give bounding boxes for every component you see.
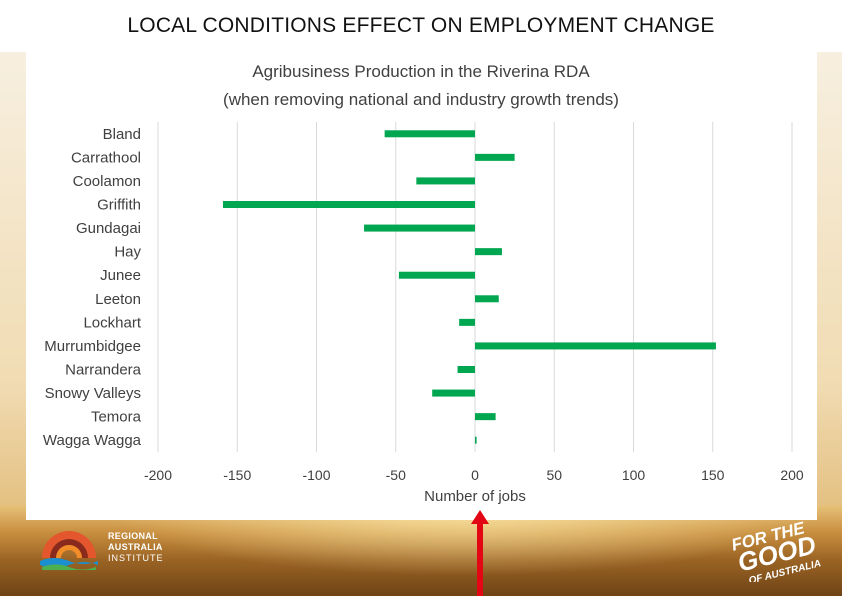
category-label: Junee bbox=[100, 267, 141, 284]
category-label: Narrandera bbox=[65, 362, 142, 379]
bar-griffith bbox=[222, 201, 475, 208]
bar-lockhart bbox=[459, 318, 475, 326]
regional-australia-institute-logo bbox=[40, 531, 98, 570]
x-tick-label: -150 bbox=[223, 467, 251, 483]
bar-coolamon bbox=[416, 177, 475, 185]
bar-junee bbox=[398, 271, 475, 279]
x-tick-label: 0 bbox=[471, 467, 479, 483]
x-tick-label: 50 bbox=[546, 467, 562, 483]
bar-gundagai bbox=[364, 224, 475, 232]
category-label: Carrathool bbox=[71, 149, 141, 166]
chart-title-line2: (when removing national and industry gro… bbox=[223, 90, 619, 109]
category-label: Snowy Valleys bbox=[45, 385, 141, 402]
bar-murrumbidgee bbox=[475, 342, 716, 350]
red-pointer-arrow bbox=[471, 510, 489, 596]
bar-narrandera bbox=[457, 366, 475, 373]
gridlines bbox=[157, 122, 793, 452]
rai-wordmark: REGIONAL AUSTRALIA INSTITUTE bbox=[108, 531, 164, 564]
category-label: Leeton bbox=[95, 291, 141, 308]
bar-carrathool bbox=[475, 153, 515, 161]
bar-leeton bbox=[475, 295, 499, 303]
x-tick-label: -100 bbox=[302, 467, 330, 483]
x-tick-labels: -200 -150 -100 -50 0 50 100 150 200 bbox=[144, 467, 804, 483]
category-label: Wagga Wagga bbox=[43, 432, 142, 449]
x-tick-label: -50 bbox=[386, 467, 406, 483]
x-tick-label: 150 bbox=[701, 467, 725, 483]
category-label: Gundagai bbox=[76, 220, 141, 237]
category-label: Lockhart bbox=[83, 314, 141, 331]
category-labels: Bland Carrathool Coolamon Griffith Gundagai H… bbox=[43, 126, 142, 449]
bar-wagga-wagga bbox=[475, 436, 477, 444]
bar-chart: Agribusiness Production in the Riverina … bbox=[43, 62, 804, 505]
rai-wordmark-line2: AUSTRALIA bbox=[108, 542, 163, 552]
bars bbox=[222, 130, 716, 444]
category-label: Coolamon bbox=[73, 173, 141, 190]
bar-hay bbox=[475, 248, 502, 256]
background-wheat-field bbox=[0, 505, 842, 596]
category-label: Bland bbox=[103, 126, 141, 143]
x-tick-label: -200 bbox=[144, 467, 172, 483]
category-label: Temora bbox=[91, 409, 142, 426]
for-the-good-badge: FOR THE GOOD OF AUSTRALIA bbox=[730, 518, 823, 582]
bar-snowy-valleys bbox=[432, 389, 475, 397]
category-label: Murrumbidgee bbox=[44, 338, 141, 355]
chart-panel: Agribusiness Production in the Riverina … bbox=[26, 52, 817, 520]
x-tick-label: 100 bbox=[622, 467, 646, 483]
category-label: Griffith bbox=[97, 197, 141, 214]
x-axis-title: Number of jobs bbox=[424, 488, 526, 505]
category-label: Hay bbox=[114, 244, 141, 261]
x-tick-label: 200 bbox=[780, 467, 804, 483]
rai-wordmark-line1: REGIONAL bbox=[108, 531, 158, 541]
slide-title: LOCAL CONDITIONS EFFECT ON EMPLOYMENT CH… bbox=[127, 14, 715, 37]
rai-wordmark-line3: INSTITUTE bbox=[108, 553, 164, 563]
bar-temora bbox=[475, 413, 496, 421]
chart-title-line1: Agribusiness Production in the Riverina … bbox=[252, 62, 590, 81]
bar-bland bbox=[384, 130, 475, 138]
